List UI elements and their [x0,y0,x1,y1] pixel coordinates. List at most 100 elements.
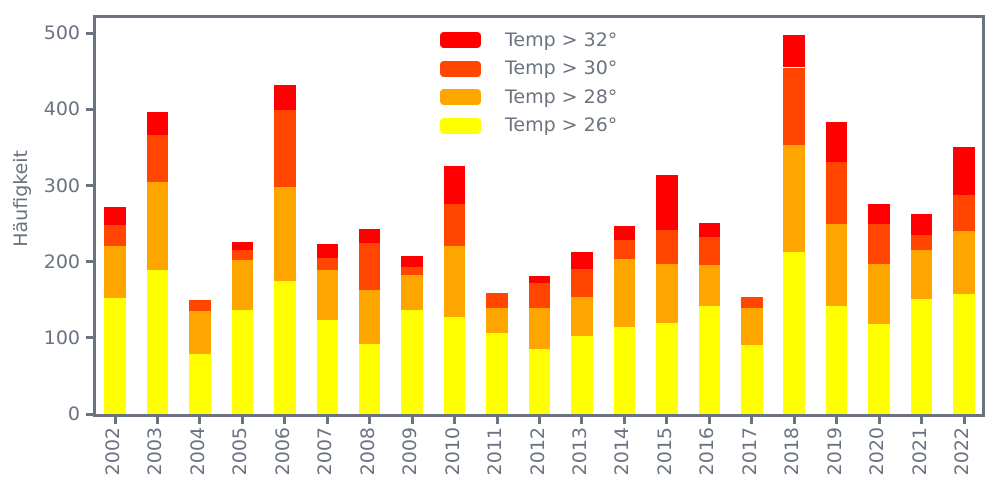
x-tick-label-2019: 2019 [823,427,846,476]
x-tick-2003 [155,417,159,424]
bar-segment-2016-28 [698,264,721,306]
y-tick-0 [86,412,93,416]
x-tick-2021 [920,417,924,424]
y-tick-label-0: 0 [67,403,80,425]
bar-segment-2012-32 [528,276,551,283]
bar-segment-2003-28 [146,181,169,271]
bar-segment-2022-28 [953,231,975,295]
bar-segment-2005-30 [231,250,254,261]
bar-segment-2006-26 [274,280,296,414]
bar-segment-2009-32 [401,255,423,268]
y-tick-500 [86,31,93,35]
bar-segment-2002-28 [104,246,126,299]
bar-segment-2013-28 [571,296,593,337]
x-tick-label-2003: 2003 [144,427,167,476]
bar-segment-2020-26 [868,324,890,414]
x-tick-label-2005: 2005 [229,427,252,476]
bar-segment-2010-28 [443,245,466,317]
x-tick-label-2006: 2006 [271,427,294,476]
bar-segment-2006-32 [274,85,296,111]
bar-segment-2012-30 [528,283,551,309]
bar-segment-2018-28 [783,145,805,252]
bar-segment-2007-32 [316,244,338,258]
bar-segment-2016-30 [698,236,721,265]
bar-segment-2020-28 [868,263,890,325]
x-tick-label-2022: 2022 [951,427,973,476]
bar-segment-2003-30 [146,134,169,182]
x-tick-label-2008: 2008 [356,427,379,476]
x-tick-2010 [453,417,457,424]
bar-segment-2007-28 [316,270,338,321]
x-tick-label-2002: 2002 [102,427,124,476]
x-tick-label-2013: 2013 [568,427,591,476]
legend-swatch-icon [440,60,481,77]
y-tick-100 [86,336,93,340]
legend-label: Temp > 32° [505,28,618,51]
bar-segment-2009-26 [401,310,423,414]
x-tick-2019 [835,417,839,424]
bar-segment-2010-30 [443,203,466,246]
bar-segment-2011-26 [486,333,508,414]
x-tick-label-2015: 2015 [653,427,676,476]
bar-segment-2005-28 [231,260,254,311]
bar-segment-2002-26 [104,298,126,414]
bar-segment-2015-30 [656,230,678,264]
x-tick-2002 [113,417,117,424]
bar-segment-2021-30 [910,235,933,250]
x-tick-2005 [240,417,244,424]
bar-segment-2010-32 [443,165,466,204]
bar-segment-2022-32 [953,147,975,195]
y-tick-300 [86,184,93,188]
bar-segment-2009-30 [401,267,423,276]
x-tick-2011 [495,417,499,424]
bar-segment-2014-28 [613,258,636,328]
x-tick-label-2018: 2018 [781,427,804,476]
bar-segment-2014-30 [613,240,636,259]
y-tick-label-300: 300 [43,174,80,197]
bar-segment-2012-28 [528,308,551,349]
bar-segment-2021-32 [910,214,933,236]
bar-segment-2020-30 [868,224,890,264]
bar-segment-2013-26 [571,336,593,414]
bar-segment-2004-26 [189,353,211,414]
legend-swatch-icon [440,89,481,105]
legend-label: Temp > 26° [505,114,618,136]
x-tick-label-2011: 2011 [484,427,507,476]
bar-segment-2004-30 [189,299,211,312]
legend-label: Temp > 30° [505,57,618,79]
x-tick-2014 [622,417,626,424]
x-tick-2008 [368,417,372,424]
x-tick-2015 [665,417,669,424]
x-tick-2006 [283,417,287,424]
bar-segment-2020-32 [868,203,890,225]
x-tick-2004 [198,417,202,424]
bar-segment-2019-28 [825,223,848,306]
legend-label: Temp > 28° [505,85,618,108]
y-tick-400 [86,107,93,111]
bar-segment-2002-30 [104,225,126,247]
x-tick-label-2007: 2007 [314,427,337,476]
bar-segment-2010-26 [443,316,466,414]
x-tick-2018 [792,417,796,424]
bar-segment-2016-26 [698,305,721,414]
bar-segment-2008-28 [358,289,381,344]
x-tick-2009 [410,417,414,424]
bar-segment-2018-30 [783,67,805,146]
bar-segment-2005-26 [231,310,254,414]
legend-row-28: Temp > 28° [440,87,617,107]
y-tick-label-100: 100 [43,326,80,349]
bar-segment-2004-28 [189,311,211,354]
bar-segment-2018-26 [783,251,805,414]
bar-segment-2017-28 [741,308,763,346]
bar-segment-2003-32 [146,111,169,135]
x-tick-label-2010: 2010 [441,427,464,476]
y-tick-200 [86,260,93,264]
bar-segment-2003-26 [146,270,169,414]
bar-segment-2013-32 [571,251,593,270]
bar-segment-2022-30 [953,194,975,232]
legend-swatch-icon [440,117,481,134]
bar-segment-2016-32 [698,222,721,237]
x-tick-label-2016: 2016 [696,427,719,476]
bar-segment-2013-30 [571,269,593,297]
